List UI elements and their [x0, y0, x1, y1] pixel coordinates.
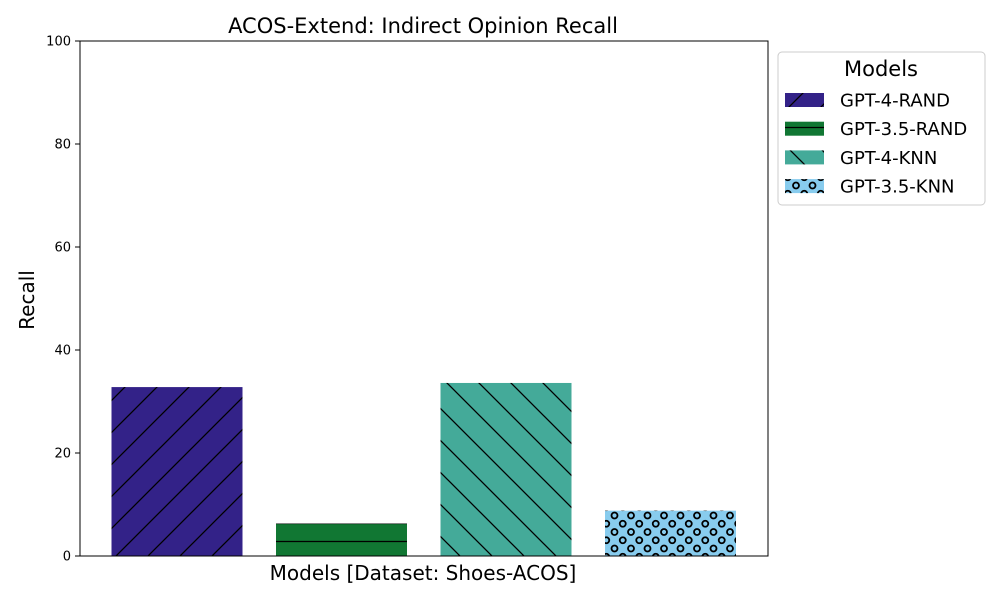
legend-swatch-hatch — [785, 93, 824, 107]
legend-swatch-hatch — [785, 179, 824, 194]
legend-label: GPT-4-RAND — [840, 91, 950, 112]
y-tick-label: 60 — [54, 241, 71, 256]
bar-hatch — [276, 523, 407, 556]
y-axis: 0 20 40 60 80 100 — [46, 35, 80, 565]
legend-item: GPT-4-KNN — [785, 148, 937, 169]
chart-title: ACOS-Extend: Indirect Opinion Recall — [228, 14, 618, 38]
legend-title: Models — [844, 57, 918, 81]
bar-gpt-3-5-knn — [605, 510, 736, 556]
y-tick-label: 80 — [54, 138, 71, 153]
legend-items: GPT-4-RAND GPT-3.5-RAND GPT-4-KNN GPT-3.5-K… — [785, 91, 967, 198]
bar-hatch — [111, 387, 243, 556]
legend-label: GPT-3.5-KNN — [840, 177, 955, 198]
y-tick-label: 0 — [63, 550, 71, 565]
legend-swatch-hatch — [785, 121, 824, 136]
plot-frame — [79, 40, 769, 557]
legend-frame — [777, 51, 986, 206]
y-tick-label: 100 — [46, 35, 71, 50]
bar-gpt-3-5-rand — [276, 523, 407, 556]
bar-hatch — [605, 510, 736, 556]
bar-gpt-4-rand — [111, 387, 243, 556]
legend-item: GPT-4-RAND — [785, 91, 950, 112]
legend-label: GPT-4-KNN — [840, 148, 937, 169]
legend-item: GPT-3.5-KNN — [785, 177, 955, 198]
legend: Models GPT-4-RANDGPT-3.5-RANDGPT-4-KNNGP… — [777, 51, 986, 206]
bar-gpt-4-knn — [440, 382, 572, 556]
y-tick-label: 40 — [54, 344, 71, 359]
bars-group — [111, 382, 736, 556]
x-axis-label: Models [Dataset: Shoes-ACOS] — [270, 561, 577, 585]
bar-hatch — [440, 382, 572, 556]
legend-swatch-hatch — [785, 150, 824, 165]
legend-item: GPT-3.5-RAND — [785, 119, 967, 140]
y-tick-label: 20 — [54, 447, 71, 462]
y-axis-label: Recall — [15, 270, 39, 330]
legend-label: GPT-3.5-RAND — [840, 119, 967, 140]
